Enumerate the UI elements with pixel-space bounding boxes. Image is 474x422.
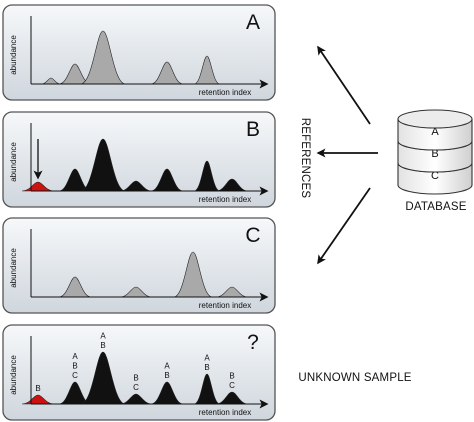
arrow-to-panel-a	[317, 45, 371, 125]
peak-label: B	[229, 372, 234, 381]
x-axis-label: retention index	[199, 408, 251, 417]
references-label: REFERENCES	[299, 118, 311, 199]
peak-label: A	[72, 352, 78, 361]
peak	[41, 77, 61, 85]
y-axis-label: abundance	[9, 35, 18, 75]
database-layer-label: A	[431, 126, 439, 138]
peak	[194, 55, 220, 85]
database-icon: CBA	[397, 109, 473, 195]
peak	[80, 138, 126, 192]
peak-label: B	[72, 362, 77, 371]
database-label: DATABASE	[405, 201, 466, 213]
peak-label: B	[100, 341, 105, 350]
peak	[215, 391, 249, 405]
peak	[58, 276, 92, 298]
y-axis-label: abundance	[9, 355, 18, 395]
peak	[21, 181, 55, 192]
peak	[21, 394, 55, 405]
x-axis-label: retention index	[199, 301, 251, 310]
peak-label: B	[164, 371, 169, 380]
peak	[80, 30, 126, 85]
panel-letter: ?	[247, 331, 259, 354]
y-axis-label: abundance	[9, 248, 18, 288]
peak-label: A	[204, 354, 210, 363]
peak	[173, 251, 213, 298]
peak-label: A	[100, 332, 106, 341]
database-layer-label: B	[431, 148, 438, 160]
peak-label: C	[229, 381, 235, 390]
peak-label: A	[164, 362, 170, 371]
peak	[150, 168, 184, 192]
peak	[80, 351, 126, 405]
database-layer-top	[397, 109, 473, 129]
peak-label: B	[35, 384, 40, 393]
peak-label: C	[133, 383, 139, 392]
peak-label: B	[204, 363, 209, 372]
peak	[194, 160, 220, 192]
peak	[119, 286, 153, 298]
peak	[119, 393, 153, 405]
peak	[215, 178, 249, 192]
x-axis-label: retention index	[199, 195, 251, 204]
peak-label: C	[72, 371, 78, 380]
database-layer-label: C	[431, 170, 439, 182]
panel-letter: A	[246, 11, 260, 34]
x-axis-label: retention index	[199, 88, 251, 97]
unknown-sample-label: UNKNOWN SAMPLE	[298, 372, 411, 384]
panel-frame	[2, 111, 276, 208]
peak	[150, 61, 184, 85]
arrow-to-panel-c	[317, 187, 371, 265]
panel-frame	[2, 217, 276, 314]
panel-letter: B	[246, 118, 260, 141]
peak	[119, 180, 153, 192]
y-axis-label: abundance	[9, 142, 18, 182]
panel-frame	[2, 4, 276, 101]
peak-label: B	[133, 374, 138, 383]
peak	[150, 381, 184, 405]
panel-letter: C	[245, 224, 260, 247]
peak	[215, 286, 249, 298]
peak	[194, 373, 220, 405]
